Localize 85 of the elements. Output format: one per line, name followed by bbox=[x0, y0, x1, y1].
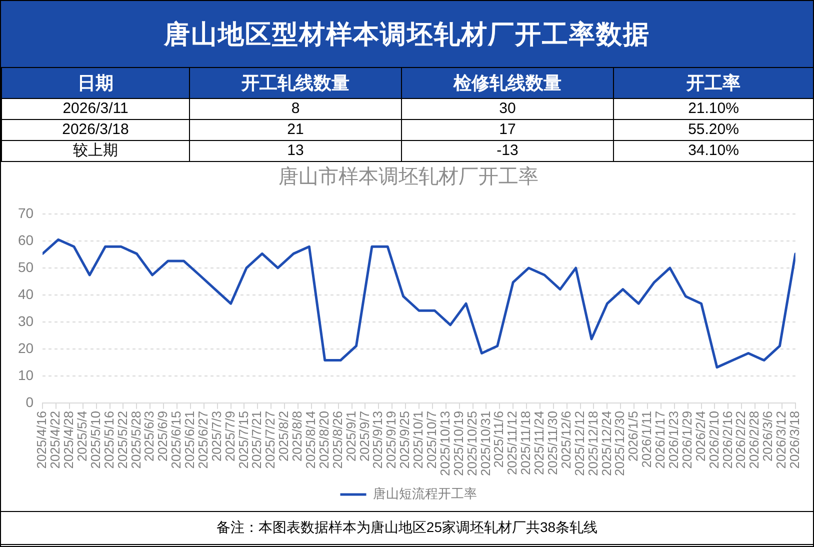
x-tick-label: 2025/8/8 bbox=[290, 410, 305, 462]
x-tick-label: 2025/4/22 bbox=[48, 410, 63, 469]
x-tick-label: 2025/10/25 bbox=[464, 410, 480, 476]
x-tick-label: 2026/2/22 bbox=[733, 410, 748, 469]
y-tick-label: 70 bbox=[18, 204, 34, 221]
x-tick-label: 2025/9/13 bbox=[370, 410, 386, 469]
text: 21.10% bbox=[614, 98, 814, 120]
x-tick-label: 2025/6/3 bbox=[142, 410, 157, 462]
x-tick-label: 2026/3/18 bbox=[786, 410, 802, 469]
x-tick-label: 2025/6/15 bbox=[168, 410, 184, 469]
x-tick-label: 2026/1/29 bbox=[679, 410, 694, 469]
x-tick-label: 2025/4/28 bbox=[61, 410, 76, 469]
x-tick-label: 2025/11/30 bbox=[545, 410, 560, 476]
x-tick-label: 2025/9/19 bbox=[384, 410, 399, 469]
text: 备注：本图表数据样本为唐山地区25家调坯轧材厂共38条轧线 bbox=[1, 511, 813, 545]
text: -13 bbox=[402, 140, 614, 162]
y-tick-label: 30 bbox=[18, 312, 34, 329]
x-tick-label: 2025/10/7 bbox=[424, 410, 440, 469]
x-tick-label: 2025/8/26 bbox=[330, 410, 345, 469]
x-tick-label: 2025/6/27 bbox=[195, 410, 210, 469]
x-tick-label: 2025/12/24 bbox=[598, 410, 614, 476]
x-tick-label: 2026/1/11 bbox=[639, 410, 654, 468]
chart-title: 唐山市样本调坯轧材厂开工率 bbox=[278, 164, 538, 188]
text: 13 bbox=[190, 140, 402, 162]
x-tick-label: 2026/3/6 bbox=[760, 410, 776, 462]
y-tick-label: 40 bbox=[18, 286, 34, 302]
x-tick-label: 2025/9/7 bbox=[356, 410, 372, 462]
x-tick-label: 2025/11/12 bbox=[504, 410, 520, 476]
x-tick-label: 2026/1/17 bbox=[652, 410, 668, 469]
x-tick-label: 2026/2/16 bbox=[720, 410, 735, 469]
x-tick-label: 2026/2/4 bbox=[692, 410, 708, 462]
x-tick-label: 2025/5/28 bbox=[128, 410, 144, 469]
x-tick-label: 2025/10/19 bbox=[450, 410, 466, 476]
x-tick-label: 2025/7/21 bbox=[249, 410, 264, 469]
x-tick-label: 2025/11/18 bbox=[518, 410, 534, 476]
x-tick-label: 2025/11/24 bbox=[532, 410, 547, 476]
y-tick-label: 0 bbox=[26, 394, 34, 410]
x-tick-label: 2025/8/20 bbox=[316, 410, 332, 469]
y-tick-label: 60 bbox=[18, 232, 34, 248]
x-tick-label: 2025/12/6 bbox=[558, 410, 574, 469]
x-tick-label: 2025/10/13 bbox=[437, 410, 452, 476]
category-label: 开工率 bbox=[614, 68, 814, 98]
x-tick-label: 2025/5/10 bbox=[88, 410, 103, 469]
category-label: 检修轧线数量 bbox=[402, 68, 614, 98]
x-tick-label: 2025/9/25 bbox=[397, 410, 412, 469]
x-tick-label: 2025/6/21 bbox=[182, 410, 198, 469]
x-tick-label: 2026/2/10 bbox=[706, 410, 722, 469]
x-tick-label: 2026/2/28 bbox=[746, 410, 762, 469]
x-tick-label: 2025/7/9 bbox=[222, 410, 238, 462]
x-tick-label: 2025/5/4 bbox=[74, 410, 90, 462]
category-label: 开工轧线数量 bbox=[190, 68, 402, 98]
x-tick-label: 2025/7/3 bbox=[208, 410, 224, 462]
x-tick-label: 2025/5/22 bbox=[114, 410, 130, 469]
text: 21 bbox=[190, 120, 402, 140]
x-tick-label: 2025/6/9 bbox=[155, 410, 170, 462]
text: 较上期 bbox=[2, 140, 190, 162]
text: 2026/3/18 bbox=[2, 120, 190, 140]
legend-label: 唐山短流程开工率 bbox=[372, 486, 477, 502]
y-tick-label: 20 bbox=[18, 340, 34, 356]
x-tick-label: 2025/8/14 bbox=[303, 410, 318, 469]
x-tick-label: 2026/1/23 bbox=[666, 410, 681, 469]
text: 2026/3/11 bbox=[2, 98, 190, 120]
x-tick-label: 2025/11/6 bbox=[491, 410, 506, 468]
x-tick-label: 2025/8/2 bbox=[276, 410, 292, 462]
text: 34.10% bbox=[614, 140, 814, 162]
text: 55.20% bbox=[614, 120, 814, 140]
text: 唐山地区型材样本调坯轧材厂开工率数据 bbox=[1, 1, 813, 67]
y-tick-label: 10 bbox=[18, 366, 34, 383]
x-tick-label: 2025/7/15 bbox=[236, 410, 251, 469]
x-tick-label: 2025/5/16 bbox=[101, 410, 116, 469]
x-tick-label: 2025/10/1 bbox=[410, 410, 426, 469]
x-tick-label: 2026/1/5 bbox=[626, 410, 641, 462]
x-tick-label: 2026/3/12 bbox=[774, 410, 789, 469]
x-tick-label: 2025/9/1 bbox=[343, 410, 358, 462]
x-tick-label: 2025/12/18 bbox=[585, 410, 600, 476]
x-tick-label: 2025/12/30 bbox=[612, 410, 628, 476]
text: 30 bbox=[402, 98, 614, 120]
x-tick-label: 2025/7/27 bbox=[262, 410, 278, 469]
text: 8 bbox=[190, 98, 402, 120]
text: 17 bbox=[402, 120, 614, 140]
y-tick-label: 50 bbox=[18, 258, 34, 275]
x-tick-label: 2025/10/31 bbox=[478, 410, 493, 476]
x-tick-label: 2025/12/12 bbox=[572, 410, 587, 476]
category-label: 日期 bbox=[2, 68, 190, 98]
x-tick-label: 2025/4/16 bbox=[34, 410, 50, 469]
